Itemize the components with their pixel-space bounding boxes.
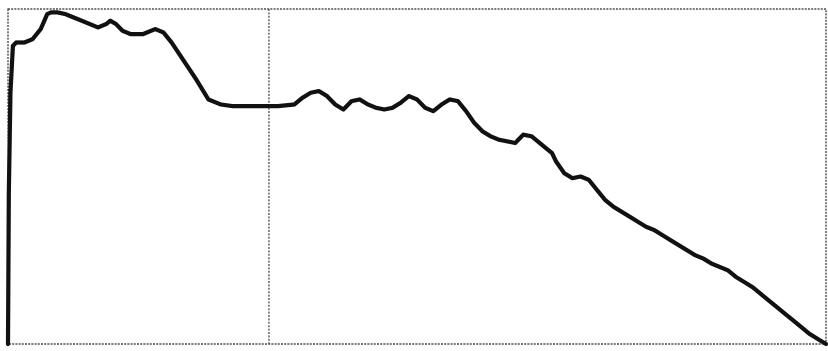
series-line — [5, 10, 828, 347]
plot-frame — [7, 8, 827, 345]
